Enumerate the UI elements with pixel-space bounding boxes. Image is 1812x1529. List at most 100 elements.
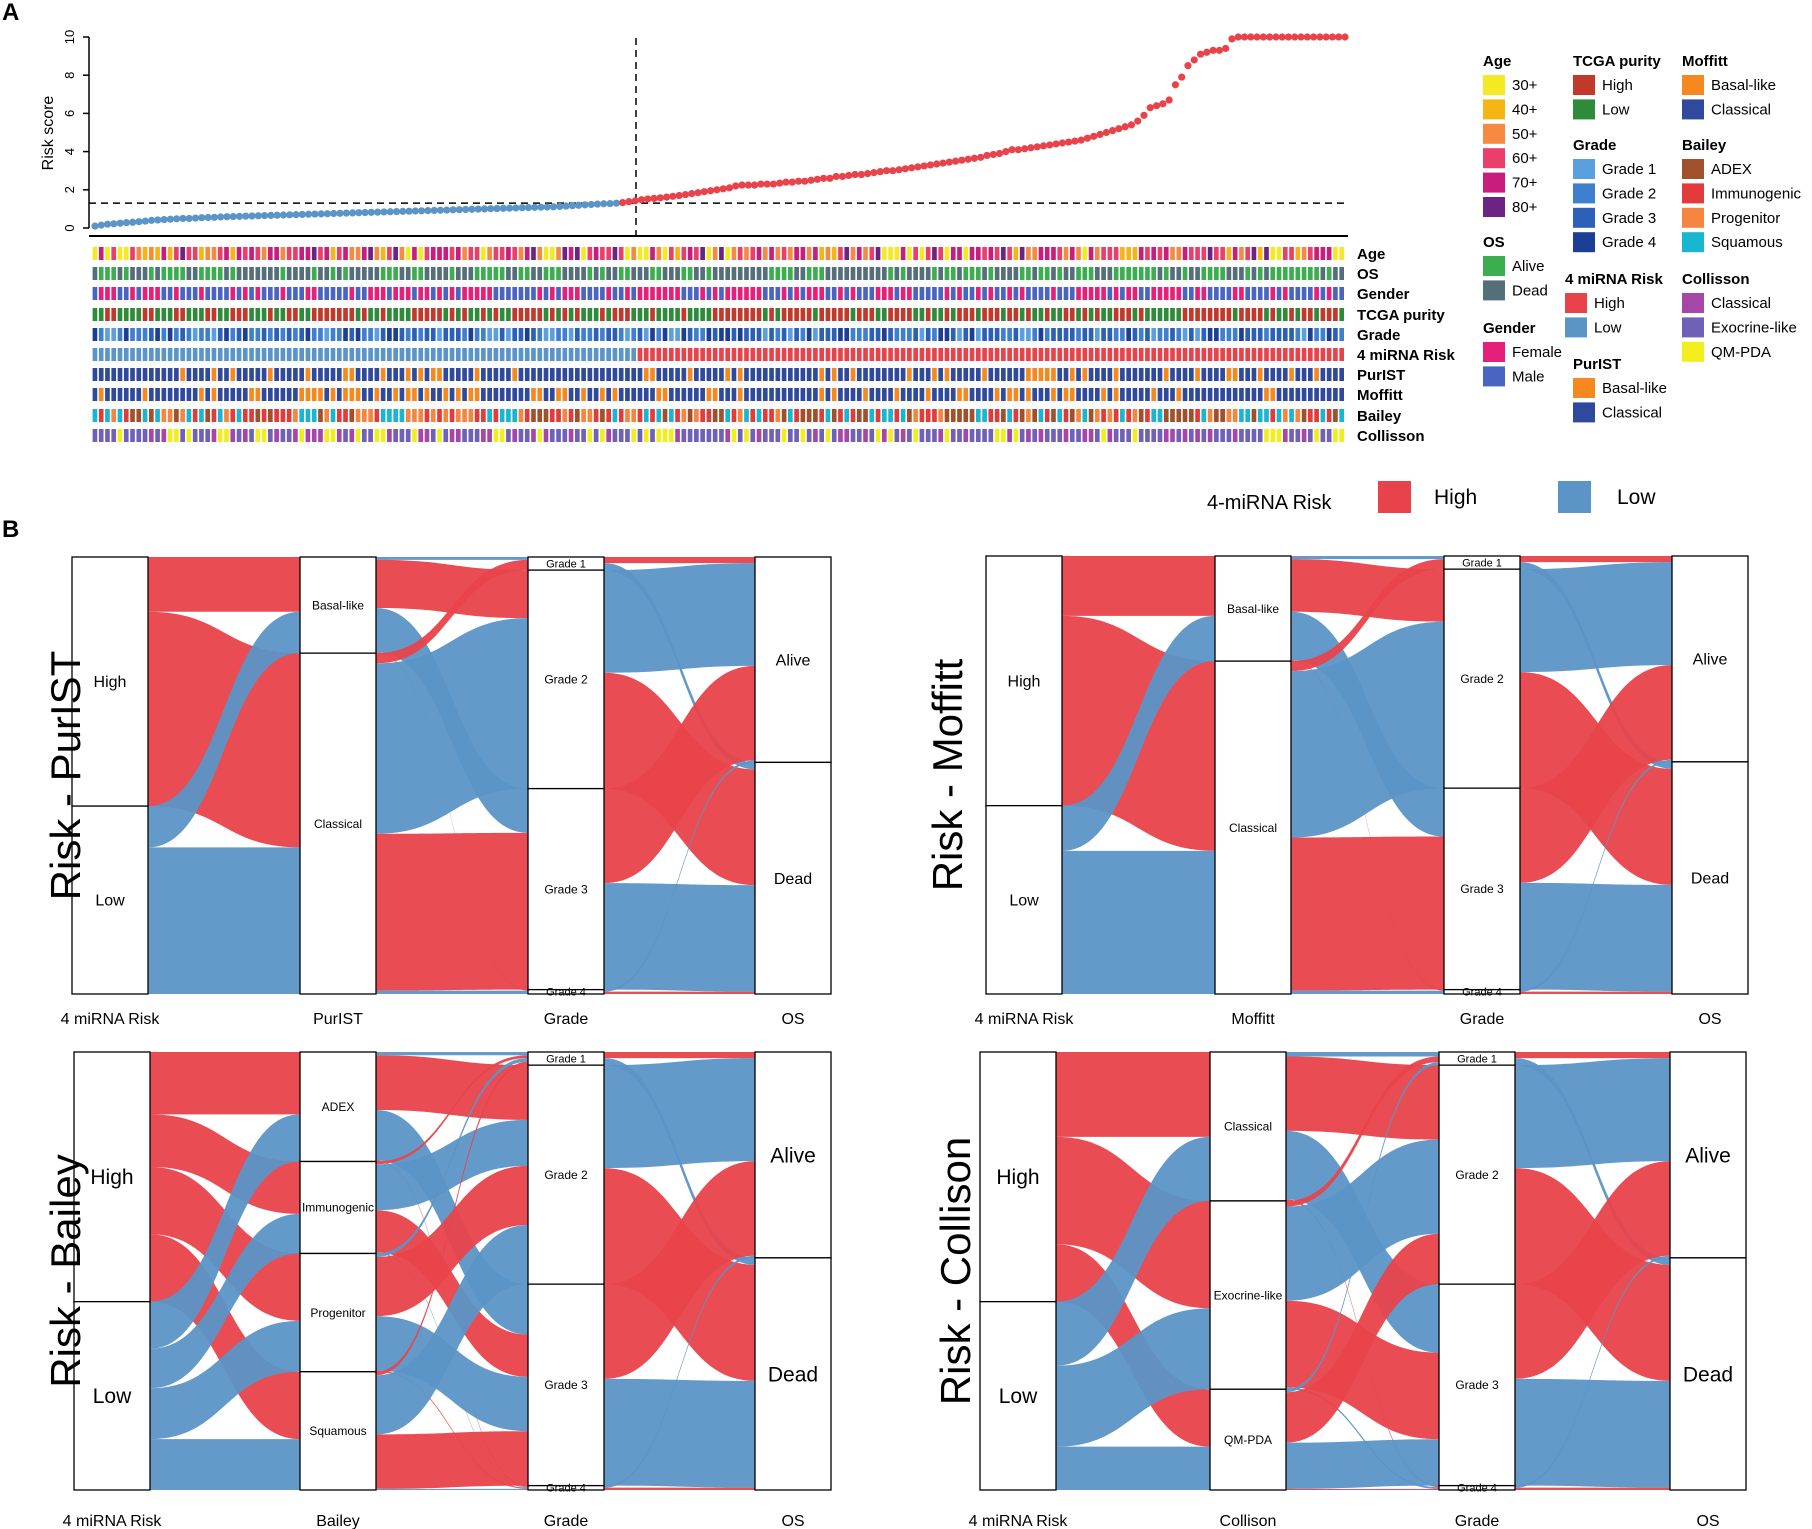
annotation-cell [1276, 247, 1282, 260]
annotation-cell [562, 368, 568, 381]
annotation-cell [925, 368, 931, 381]
sankey-node [1438, 1484, 1516, 1491]
annotation-cell [180, 247, 185, 260]
annotation-cell [418, 287, 424, 300]
annotation-cell [487, 328, 492, 341]
risk-point [644, 195, 652, 203]
annotation-cell [349, 328, 355, 341]
annotation-cell [174, 267, 179, 280]
annotation-cell [1001, 247, 1006, 260]
annotation-cell [850, 388, 856, 401]
annotation-cell [618, 308, 624, 321]
annotation-cell [1257, 388, 1263, 401]
risk-point [650, 194, 658, 202]
annotation-cell [499, 409, 505, 422]
annotation-cell [255, 429, 261, 442]
annotation-cell [1138, 247, 1144, 260]
annotation-cell [374, 308, 380, 321]
annotation-cell [1301, 368, 1307, 381]
annotation-cell [374, 348, 380, 361]
legend-swatch [1573, 159, 1595, 179]
annotation-cell [1007, 348, 1012, 361]
annotation-cell [1239, 267, 1244, 280]
annotation-cell [781, 429, 787, 442]
annotation-cell [543, 368, 549, 381]
annotation-cell [524, 388, 530, 401]
annotation-cell [311, 368, 317, 381]
annotation-cell [944, 267, 950, 280]
annotation-cell [994, 308, 1000, 321]
annotation-cell [1245, 409, 1251, 422]
annotation-cell [311, 287, 317, 300]
annotation-cell [869, 368, 875, 381]
annotation-cell [299, 328, 305, 341]
annotation-cell [1339, 388, 1344, 401]
annotation-cell [719, 247, 724, 260]
annotation-cell [687, 368, 693, 381]
annotation-cell [1314, 247, 1319, 260]
annotation-cell [111, 429, 117, 442]
sankey-node-label: Low [999, 1385, 1038, 1408]
annotation-cell [1188, 388, 1194, 401]
annotation-cell [656, 348, 662, 361]
annotation-cell [1076, 368, 1081, 381]
annotation-cell [643, 388, 649, 401]
annotation-cell [374, 267, 380, 280]
risk-point [91, 222, 99, 230]
annotation-cell [1051, 409, 1056, 422]
annotation-cell [1051, 429, 1056, 442]
annotation-cell [1251, 247, 1257, 260]
annotation-cell [1326, 328, 1332, 341]
annotation-cell [581, 308, 586, 321]
annotation-cell [130, 429, 135, 442]
annotation-cell [506, 409, 511, 422]
annotation-cell [418, 267, 424, 280]
annotation-cell [706, 267, 712, 280]
annotation-cell [324, 388, 330, 401]
annotation-cell [293, 429, 298, 442]
annotation-cell [982, 429, 987, 442]
annotation-cell [769, 348, 774, 361]
annotation-cell [1145, 287, 1150, 300]
annotation-cell [449, 267, 455, 280]
annotation-cell [1051, 368, 1056, 381]
sankey-node [71, 556, 149, 807]
annotation-cell [1195, 409, 1200, 422]
annotation-cell [462, 267, 467, 280]
annotation-cell [806, 308, 812, 321]
annotation-cell [944, 247, 950, 260]
annotation-cell [205, 267, 211, 280]
annotation-cell [355, 368, 361, 381]
annotation-cell [1232, 348, 1238, 361]
legend-item-label: Grade 2 [1602, 185, 1656, 202]
risk-point [1108, 126, 1117, 135]
annotation-cell [681, 247, 687, 260]
annotation-cell [1095, 308, 1100, 321]
annotation-row-label: Gender [1357, 286, 1410, 303]
annotation-cell [1113, 429, 1119, 442]
annotation-cell [224, 247, 229, 260]
annotation-cell [487, 388, 492, 401]
annotation-cell [781, 388, 787, 401]
annotation-cell [938, 267, 944, 280]
annotation-cell [719, 308, 724, 321]
annotation-cell [180, 388, 185, 401]
risk-point [1259, 33, 1267, 41]
annotation-cell [913, 409, 918, 422]
annotation-cell [894, 429, 900, 442]
annotation-cell [1201, 247, 1207, 260]
annotation-cell [123, 287, 129, 300]
annotation-cell [361, 247, 367, 260]
annotation-cell [349, 429, 355, 442]
annotation-cell [794, 267, 799, 280]
risk-point [1247, 33, 1255, 41]
annotation-cell [1314, 368, 1319, 381]
annotation-cell [299, 429, 305, 442]
annotation-cell [1132, 429, 1138, 442]
legend-item-label: High [1602, 77, 1633, 94]
annotation-cell [1264, 308, 1269, 321]
annotation-cell [1113, 409, 1119, 422]
annotation-cell [1113, 368, 1119, 381]
annotation-cell [405, 247, 411, 260]
risk-point [1178, 73, 1186, 81]
